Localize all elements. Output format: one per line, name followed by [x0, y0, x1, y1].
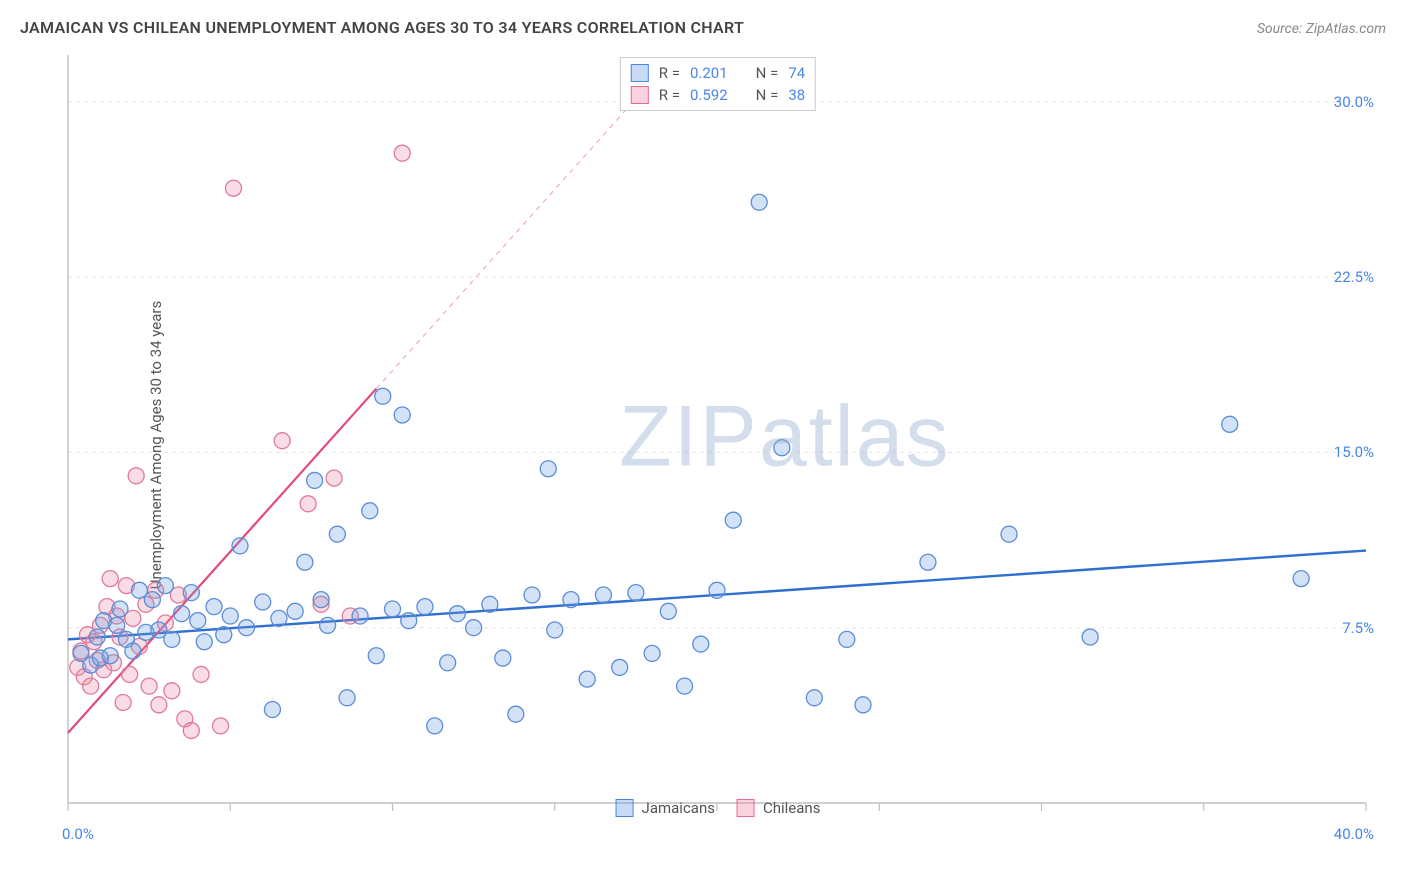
scatter-chart-svg [50, 55, 1386, 835]
correlation-legend: R = 0.201 N = 74 R = 0.592 N = 38 [620, 57, 816, 111]
n-label: N = [756, 62, 779, 84]
source-attribution: Source: ZipAtlas.com [1257, 21, 1386, 37]
chart-title: JAMAICAN VS CHILEAN UNEMPLOYMENT AMONG A… [20, 18, 744, 37]
pink-swatch-icon [631, 86, 649, 104]
source-name: ZipAtlas.com [1306, 21, 1386, 37]
r-value: 0.201 [690, 62, 728, 84]
r-label: R = [659, 62, 680, 84]
x-max-label: 40.0% [1334, 825, 1374, 843]
y-tick-label: 15.0% [1334, 443, 1374, 461]
n-value: 74 [788, 62, 805, 84]
n-value: 38 [788, 84, 805, 106]
legend-row: R = 0.201 N = 74 [631, 62, 805, 84]
pink-swatch-icon [737, 799, 755, 817]
blue-swatch-icon [616, 799, 634, 817]
legend-item: Chileans [737, 799, 820, 817]
y-tick-label: 30.0% [1334, 93, 1374, 111]
y-tick-label: 22.5% [1334, 268, 1374, 286]
legend-item: Jamaicans [616, 799, 715, 817]
r-value: 0.592 [690, 84, 728, 106]
plot-area: Unemployment Among Ages 30 to 34 years Z… [50, 55, 1386, 835]
y-tick-label: 7.5% [1342, 619, 1374, 637]
blue-swatch-icon [631, 64, 649, 82]
source-prefix: Source: [1257, 21, 1306, 37]
n-label: N = [756, 84, 779, 106]
legend-label: Chileans [763, 799, 820, 817]
legend-row: R = 0.592 N = 38 [631, 84, 805, 106]
r-label: R = [659, 84, 680, 106]
legend-label: Jamaicans [642, 799, 715, 817]
series-legend: Jamaicans Chileans [616, 799, 821, 817]
chart-header: JAMAICAN VS CHILEAN UNEMPLOYMENT AMONG A… [20, 18, 1386, 37]
x-min-label: 0.0% [62, 825, 94, 843]
